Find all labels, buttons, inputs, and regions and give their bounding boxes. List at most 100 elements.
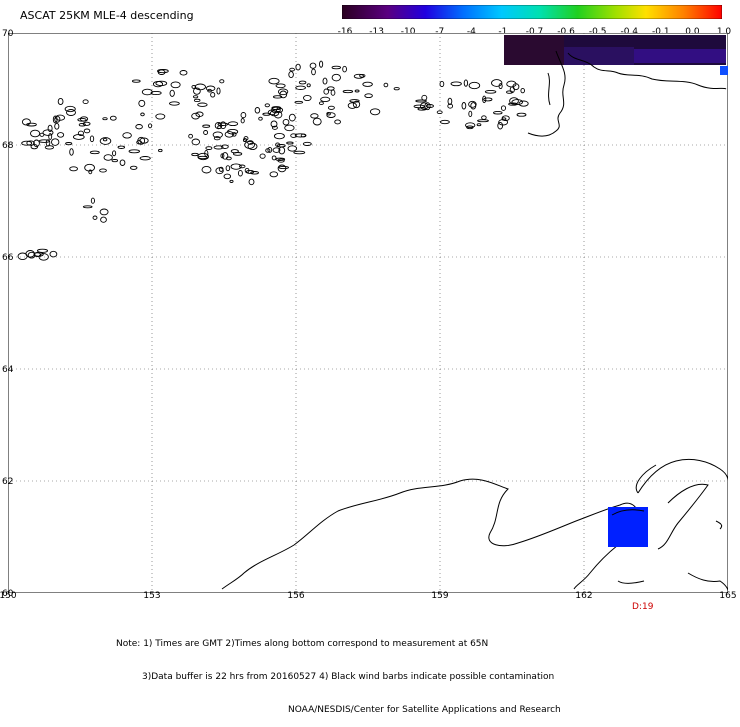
lake-outline: [49, 250, 58, 258]
lake-outline: [393, 87, 400, 91]
lake-outline: [55, 114, 66, 121]
lake-outline: [84, 163, 95, 172]
lake-outline: [42, 129, 54, 136]
lake-outline: [468, 100, 477, 108]
lake-outline: [273, 132, 285, 140]
lake-outline: [103, 154, 113, 161]
color-scale-labels: -16 -13 -10 -7 -4 -1 -0.7 -0.6 -0.5 -0.4 -0.1 0.0 1.…: [330, 27, 732, 39]
lake-outline: [188, 133, 193, 139]
lake-outline: [223, 173, 232, 180]
lake-outline: [477, 119, 489, 123]
lake-outline: [30, 129, 41, 138]
lake-outline: [468, 81, 481, 90]
color-scale-label: -13: [369, 27, 384, 37]
latitude-label: 60: [2, 589, 14, 599]
lake-outline: [279, 90, 288, 99]
lake-outline: [69, 148, 74, 156]
coastline-north: [527, 50, 727, 137]
color-scale-label: -4: [466, 27, 476, 37]
lake-outline: [54, 115, 61, 123]
lake-outline: [17, 252, 28, 261]
lake-outline: [511, 99, 523, 106]
lake-outline: [72, 134, 85, 140]
lake-outline: [312, 117, 322, 126]
lake-outline: [331, 65, 342, 70]
lake-outline: [179, 70, 188, 76]
lake-outline: [294, 100, 304, 104]
lake-outline: [318, 101, 324, 106]
lake-outline: [298, 80, 307, 85]
color-scale-label: -16: [337, 27, 353, 37]
lake-outline: [193, 98, 201, 103]
lake-outline: [100, 216, 107, 223]
lake-outline: [238, 164, 246, 169]
lake-outline: [415, 99, 427, 103]
lake-outline: [212, 131, 223, 139]
lake-outline: [99, 168, 107, 173]
lake-outline: [447, 97, 453, 106]
lake-outline: [201, 165, 212, 174]
lake-outline: [342, 65, 347, 73]
color-scale-bar: [342, 5, 722, 19]
lake-outline: [275, 157, 286, 161]
lake-outline: [230, 163, 242, 170]
lake-outline: [197, 152, 209, 161]
lake-outline: [520, 87, 525, 94]
lake-outline: [421, 94, 428, 101]
lake-outline: [271, 125, 278, 130]
lake-outline: [247, 140, 254, 145]
lake-outline: [205, 85, 216, 92]
lake-outline: [383, 82, 389, 88]
lake-outline: [102, 138, 108, 142]
latitude-label: 62: [2, 477, 14, 487]
lake-outline: [354, 89, 360, 93]
lake-outline: [267, 146, 273, 153]
lake-outline: [331, 73, 341, 82]
lake-outline: [170, 81, 181, 89]
lake-outline: [243, 136, 249, 141]
lake-outline: [295, 63, 301, 71]
lake-outline: [140, 112, 145, 117]
latitude-label: 68: [2, 141, 14, 151]
lake-outline: [155, 113, 166, 120]
lake-outline: [117, 145, 126, 149]
lake-outline: [54, 122, 60, 130]
lake-outline: [48, 133, 53, 140]
lake-outline: [268, 77, 280, 85]
lake-outline: [319, 60, 324, 68]
lake-outline: [227, 128, 239, 135]
lake-outline: [463, 79, 469, 87]
lake-outline: [21, 118, 31, 126]
lake-outline: [77, 117, 87, 122]
lake-outline: [244, 167, 250, 174]
lake-outline: [327, 105, 335, 110]
lake-outline: [491, 79, 503, 87]
lake-outline: [275, 142, 281, 147]
lake-outline: [88, 169, 93, 175]
lake-outline: [289, 67, 295, 72]
lake-outline: [232, 152, 243, 156]
lake-outline: [64, 105, 76, 113]
lake-outline: [362, 81, 373, 87]
footer-notes: Note: 1) Times are GMT 2)Times along bot…: [116, 617, 561, 727]
lake-outline: [191, 152, 199, 157]
lake-outline: [501, 117, 507, 121]
map-title: ASCAT 25KM MLE-4 descending: [20, 9, 194, 22]
lake-outline: [191, 112, 200, 120]
lake-outline: [225, 156, 232, 161]
color-scale-label: 0.0: [685, 27, 700, 37]
lake-outline: [65, 142, 73, 146]
lake-outline: [482, 95, 487, 104]
color-scale-label: -10: [400, 27, 416, 37]
lake-outline: [139, 156, 151, 161]
lake-outline: [44, 145, 55, 150]
lake-outline: [323, 88, 329, 95]
lake-outline: [259, 153, 266, 159]
lake-outline: [419, 102, 429, 110]
lake-outline: [221, 152, 229, 160]
lake-outline: [192, 95, 199, 99]
lake-outline: [500, 105, 507, 111]
lake-outline: [450, 81, 462, 87]
lake-outline: [191, 138, 201, 146]
blue-data-cell: [608, 507, 648, 547]
